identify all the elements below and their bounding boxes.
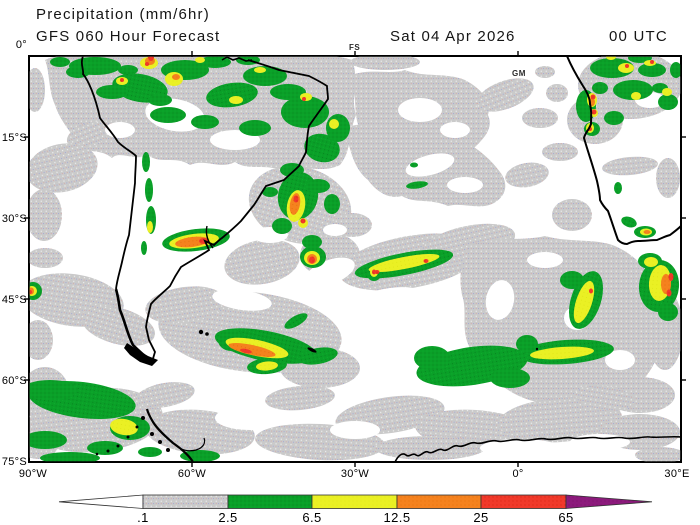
- south-georgia-island: [307, 347, 317, 353]
- lat-label-30s: 30°S: [2, 213, 27, 225]
- colorbar-segment-orange: [396, 494, 482, 509]
- precip-green-blobs: [29, 56, 681, 462]
- lon-label-0: 0°: [512, 468, 523, 480]
- colorbar: .1 2.5 6.5 12.5 25 65: [58, 494, 653, 525]
- longitude-labels: 90°W 60°W 30°W 0° 30°E: [19, 468, 689, 480]
- coastlines: [80, 56, 681, 462]
- colorbar-tick-labels: .1 2.5 6.5 12.5 25 65: [137, 510, 573, 525]
- lon-label-30e: 30°E: [664, 468, 689, 480]
- page-title: Precipitation (mm/6hr): [36, 6, 210, 23]
- tierra-del-fuego: [124, 343, 158, 366]
- latitude-labels: 0° 15°S 30°S 45°S 60°S 75°S: [2, 39, 27, 468]
- larsen-outline: [172, 437, 206, 452]
- africa-west-coast: [566, 56, 681, 246]
- cb-tick-6.5: 6.5: [302, 510, 321, 525]
- model-forecast-label: GFS 060 Hour Forecast: [36, 28, 221, 45]
- chile-fjord-coast: [114, 288, 153, 363]
- axis-ticks: [24, 51, 686, 467]
- colorbar-segment-gray: [142, 494, 229, 509]
- cb-tick-65: 65: [558, 510, 573, 525]
- lat-label-45s: 45°S: [2, 294, 27, 306]
- lon-label-90w: 90°W: [19, 468, 48, 480]
- lat-label-0: 0°: [16, 39, 27, 51]
- station-label-fs: FS: [349, 43, 360, 52]
- south-america-west-coast: [80, 56, 137, 290]
- rio-de-la-plata-river: [205, 225, 214, 249]
- amazon-delta-coast: [221, 56, 253, 62]
- islands: [95, 329, 539, 456]
- south-america-east-coast: [145, 59, 329, 363]
- cb-tick-2.5: 2.5: [218, 510, 237, 525]
- cb-tick-12.5: 12.5: [384, 510, 411, 525]
- colorbar-segment-white: [58, 494, 144, 509]
- valid-date: Sat 04 Apr 2026: [390, 28, 516, 45]
- falkland-islands: [198, 329, 204, 335]
- lat-label-75s: 75°S: [2, 456, 27, 468]
- lon-label-30w: 30°W: [341, 468, 370, 480]
- antarctic-peninsula: [145, 408, 194, 462]
- lon-label-60w: 60°W: [178, 468, 207, 480]
- colorbar-segment-purple: [565, 494, 653, 509]
- colorbar-segment-green: [227, 494, 313, 509]
- valid-time: 00 UTC: [609, 28, 668, 45]
- colorbar-segment-yellow: [311, 494, 398, 509]
- gough-island: [535, 347, 539, 351]
- lat-label-15s: 15°S: [2, 132, 27, 144]
- antarctica-coast: [394, 435, 681, 462]
- colorbar-segment-red: [480, 494, 567, 509]
- station-label-gm: GM: [512, 69, 526, 78]
- cb-tick-0.1: .1: [137, 510, 149, 525]
- cb-tick-25: 25: [473, 510, 488, 525]
- lat-label-60s: 60°S: [2, 375, 27, 387]
